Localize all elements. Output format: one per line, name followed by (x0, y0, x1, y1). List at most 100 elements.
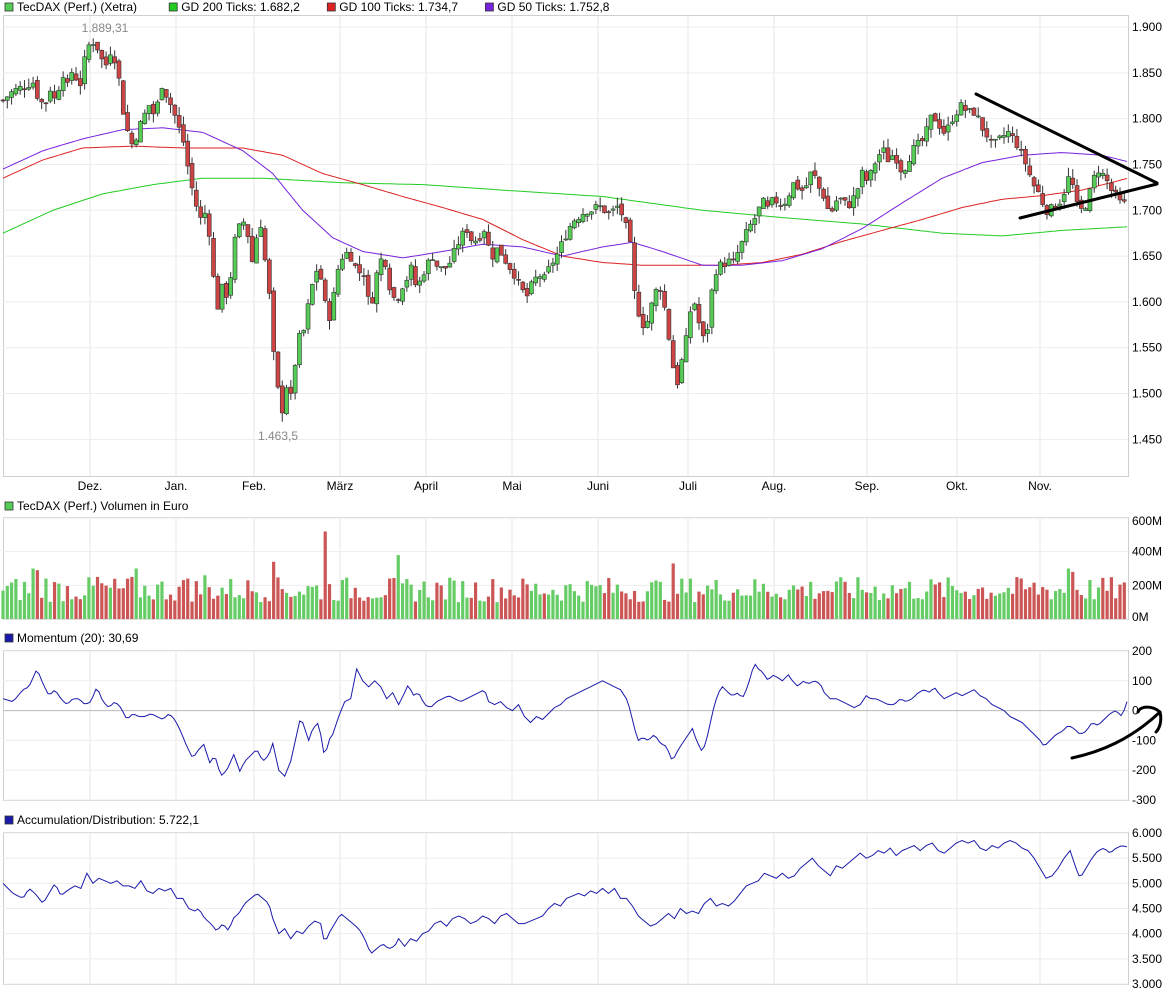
candle (632, 236, 637, 299)
volume-bar (757, 591, 761, 619)
candle-body (924, 126, 929, 142)
y-tick-label: 0 (1132, 704, 1139, 718)
candle (752, 214, 758, 234)
candle-body (215, 275, 221, 310)
candle (310, 283, 315, 306)
gd100-line (2, 145, 1128, 266)
candle-body (902, 170, 908, 174)
candle-body (735, 252, 740, 262)
volume-bar (216, 595, 220, 619)
y-tick-label: 1.800 (1132, 112, 1162, 126)
x-tick-label: Juni (587, 479, 609, 493)
volume-bar (448, 577, 452, 619)
candle-body (748, 223, 753, 232)
candle-body (799, 187, 805, 191)
volume-bar (594, 586, 598, 619)
triangle-lower-line (1018, 182, 1159, 220)
volume-bar (18, 600, 22, 619)
candle-body (791, 182, 796, 199)
candle-body (4, 96, 10, 101)
candle-body (357, 264, 362, 274)
candle (559, 235, 564, 259)
candle (4, 96, 10, 109)
candle (86, 41, 92, 63)
candle (228, 272, 233, 299)
volume-bar (1071, 571, 1075, 619)
candle-body (683, 335, 689, 363)
volume-bar (1079, 595, 1083, 619)
volume-bar (100, 583, 104, 619)
candle-body (731, 258, 736, 261)
candle (430, 252, 435, 262)
volume-bar (78, 599, 82, 619)
y-tick-label: 5.500 (1132, 851, 1162, 865)
candle (215, 273, 221, 310)
candle-body (331, 291, 337, 321)
volume-bar (1036, 594, 1040, 619)
candle (473, 236, 478, 246)
candle-body (666, 309, 672, 340)
momentum-legend: Momentum (20): 30,69 (4, 631, 139, 645)
volume-bar (1084, 598, 1088, 619)
candle-body (194, 189, 199, 207)
candle-body (361, 275, 367, 277)
y-tick-label: 3.000 (1132, 977, 1162, 991)
volume-bar (1028, 587, 1032, 619)
candle (284, 384, 289, 416)
x-tick-label: Mai (502, 479, 521, 493)
volume-bar (989, 592, 993, 619)
volume-bar (31, 568, 35, 619)
candle-body (546, 266, 551, 273)
candle-body (232, 236, 238, 280)
candle-body (142, 112, 148, 125)
candle-body (1091, 174, 1097, 189)
y-tick-label: 1.850 (1132, 66, 1162, 80)
volume-bar (929, 579, 933, 619)
volume-bar (426, 597, 430, 619)
legend-label: TecDAX (Perf.) Volumen in Euro (17, 499, 189, 513)
candle (696, 297, 702, 330)
volume-bar (899, 588, 903, 619)
candle-body (774, 196, 779, 204)
candle-body (1001, 135, 1007, 138)
candle (911, 139, 917, 166)
volume-bar (461, 581, 465, 619)
volume-bar (787, 589, 791, 619)
candle-body (86, 44, 92, 60)
candle (82, 49, 87, 90)
candle-body (761, 197, 766, 209)
volume-bar (950, 585, 955, 619)
candle (305, 298, 311, 334)
candle-body (816, 176, 822, 189)
volume-bar (1075, 589, 1079, 619)
volume-bar (508, 589, 512, 619)
volume-bar (675, 593, 680, 619)
candle-body (387, 267, 392, 291)
volume-bar (422, 581, 426, 619)
candle-body (597, 205, 603, 208)
candle-body (172, 104, 178, 116)
candle (129, 130, 135, 149)
candle-body (219, 283, 225, 310)
candle (713, 269, 719, 294)
candle (507, 262, 513, 275)
candle (567, 222, 573, 241)
candle (456, 236, 461, 256)
price-x-axis: Dez. Jan. Feb. März April Mai Juni Juli Aug. Sep.… (78, 479, 1052, 493)
candle-body (932, 113, 938, 122)
volume-bar (482, 601, 486, 619)
volume-bar (332, 600, 336, 619)
candle-body (928, 114, 934, 130)
candle-body (284, 387, 289, 415)
candle-body (563, 238, 569, 241)
candle-body (163, 89, 169, 98)
volume-bar (478, 600, 482, 619)
candle-body (1014, 135, 1020, 148)
legend-swatch (168, 2, 178, 12)
candle-body (958, 102, 964, 116)
candle (426, 258, 431, 281)
candle-body (572, 220, 577, 229)
candle (1031, 176, 1037, 194)
candle-body (649, 302, 655, 324)
candle (292, 364, 298, 400)
